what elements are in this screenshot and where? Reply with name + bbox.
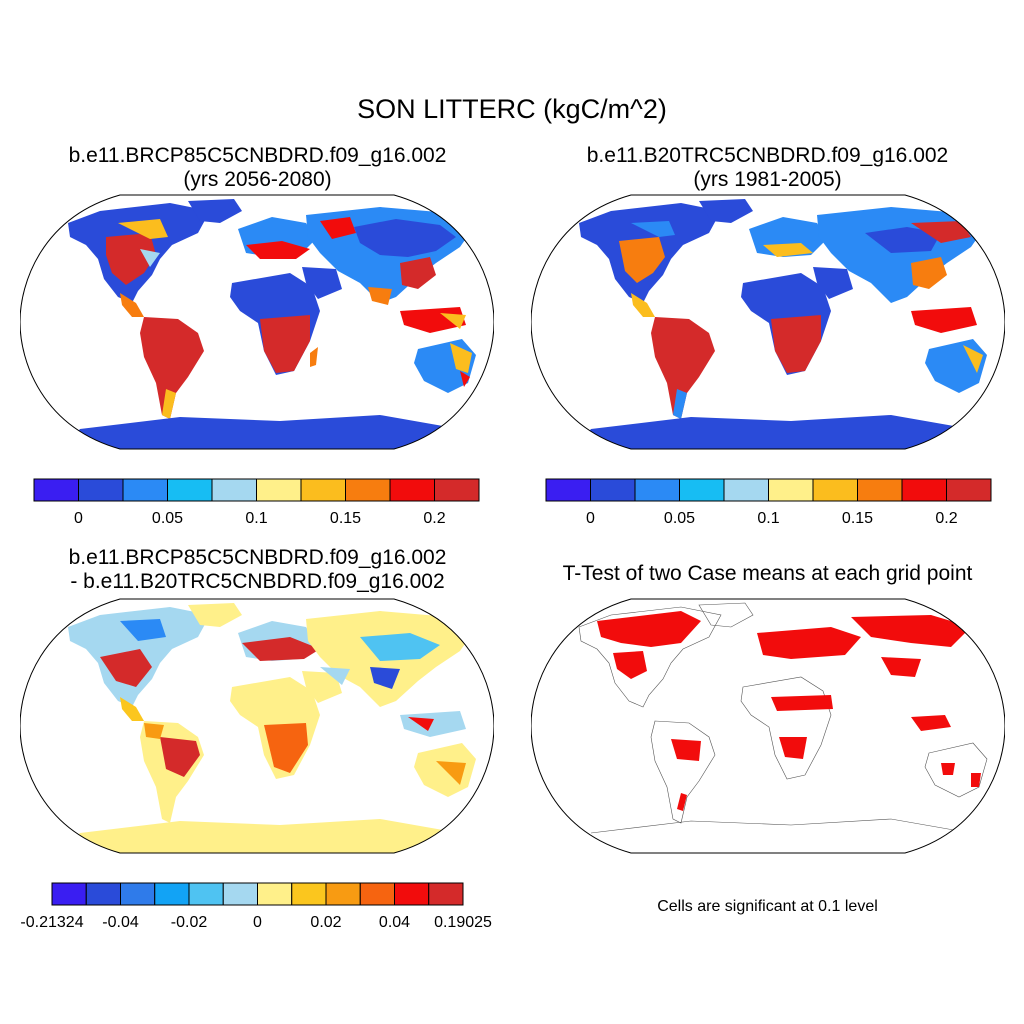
significance-note: Cells are significant at 0.1 level [657, 898, 878, 915]
colorbar-swatch [211, 478, 257, 502]
colorbar-tick-label: 0.2 [935, 510, 957, 527]
colorbar-tick-label: -0.02 [171, 914, 208, 931]
colorbar-tick-label: 0.05 [664, 510, 695, 527]
panel4-title: T-Test of two Case means at each grid po… [525, 562, 1010, 586]
colorbar-tick-label: -0.04 [102, 914, 139, 931]
colorbar-swatch [679, 478, 725, 502]
colorbar-swatch [122, 478, 168, 502]
colorbar-swatch [857, 478, 903, 502]
colorbar-swatch [545, 478, 591, 502]
panel2-title-line1: b.e11.B20TRC5CNBDRD.f09_g16.002 [586, 144, 949, 167]
colorbar-swatch [723, 478, 769, 502]
colorbar-swatch [434, 478, 480, 502]
colorbar-swatch [768, 478, 814, 502]
colorbar-tick-label: 0 [74, 510, 83, 527]
land-field [571, 199, 1001, 449]
colorbar-swatch [590, 478, 636, 502]
colorbar-tick-label: 0.2 [423, 510, 445, 527]
panel2-title-line2: (yrs 1981-2005) [693, 168, 842, 191]
colorbar-swatch [257, 882, 293, 906]
colorbar-tick-label: 0.15 [842, 510, 873, 527]
land-field [60, 603, 490, 853]
colorbar-swatch [120, 882, 156, 906]
colorbar-swatch [291, 882, 327, 906]
map-historical-case [531, 194, 1005, 450]
panel3-title: b.e11.BRCP85C5CNBDRD.f09_g16.002 - b.e11… [15, 546, 500, 594]
colorbar-swatch [345, 478, 391, 502]
colorbar-absolute-1: 0 0.05 0.1 0.15 0.2 [33, 478, 480, 527]
colorbar-swatch [154, 882, 190, 906]
colorbar-swatch [901, 478, 947, 502]
colorbar-swatch [389, 478, 435, 502]
colorbar-tick-label: 0.19025 [434, 914, 492, 931]
colorbar-swatch [222, 882, 258, 906]
panel3-title-line1: b.e11.BRCP85C5CNBDRD.f09_g16.002 [68, 546, 447, 569]
colorbar-swatch [167, 478, 213, 502]
map-significance [531, 598, 1005, 854]
map-future-case [20, 194, 494, 450]
colorbar-swatch [51, 882, 87, 906]
colorbar-difference: -0.21324 -0.04 -0.02 0 0.02 0.04 0.19025 [20, 882, 492, 931]
colorbar-absolute-2: 0 0.05 0.1 0.15 0.2 [545, 478, 992, 527]
significant-cells [578, 602, 988, 834]
colorbar-swatch [78, 478, 124, 502]
colorbar-swatch [812, 478, 858, 502]
land-field [60, 199, 490, 449]
map-difference [20, 598, 494, 854]
colorbar-swatch [428, 882, 464, 906]
colorbar-swatch [325, 882, 361, 906]
colorbar-swatch [256, 478, 302, 502]
panel1-title: b.e11.BRCP85C5CNBDRD.f09_g16.002 (yrs 20… [15, 144, 500, 192]
colorbar-tick-label: 0.04 [379, 914, 410, 931]
colorbar-tick-label: -0.21324 [20, 914, 83, 931]
panel4-title-line1: T-Test of two Case means at each grid po… [562, 562, 973, 585]
colorbar-tick-label: 0.1 [757, 510, 779, 527]
colorbar-tick-label: 0.1 [245, 510, 267, 527]
figure-title: SON LITTERC (kgC/m^2) [357, 94, 667, 124]
colorbar-tick-label: 0.15 [330, 510, 361, 527]
colorbar-swatch [188, 882, 224, 906]
colorbar-tick-label: 0.05 [152, 510, 183, 527]
colorbar-swatch [946, 478, 992, 502]
colorbar-swatch [359, 882, 395, 906]
panel1-title-line1: b.e11.BRCP85C5CNBDRD.f09_g16.002 [68, 144, 447, 167]
colorbar-swatch [85, 882, 121, 906]
colorbar-tick-label: 0 [253, 914, 262, 931]
panel3-title-line2: - b.e11.B20TRC5CNBDRD.f09_g16.002 [70, 570, 445, 593]
colorbar-swatch [394, 882, 430, 906]
colorbar-swatch [634, 478, 680, 502]
panel2-title: b.e11.B20TRC5CNBDRD.f09_g16.002 (yrs 198… [525, 144, 1010, 192]
colorbar-swatch [33, 478, 79, 502]
colorbar-swatch [300, 478, 346, 502]
colorbar-tick-label: 0.02 [310, 914, 341, 931]
colorbar-tick-label: 0 [586, 510, 595, 527]
panel1-title-line2: (yrs 2056-2080) [183, 168, 332, 191]
